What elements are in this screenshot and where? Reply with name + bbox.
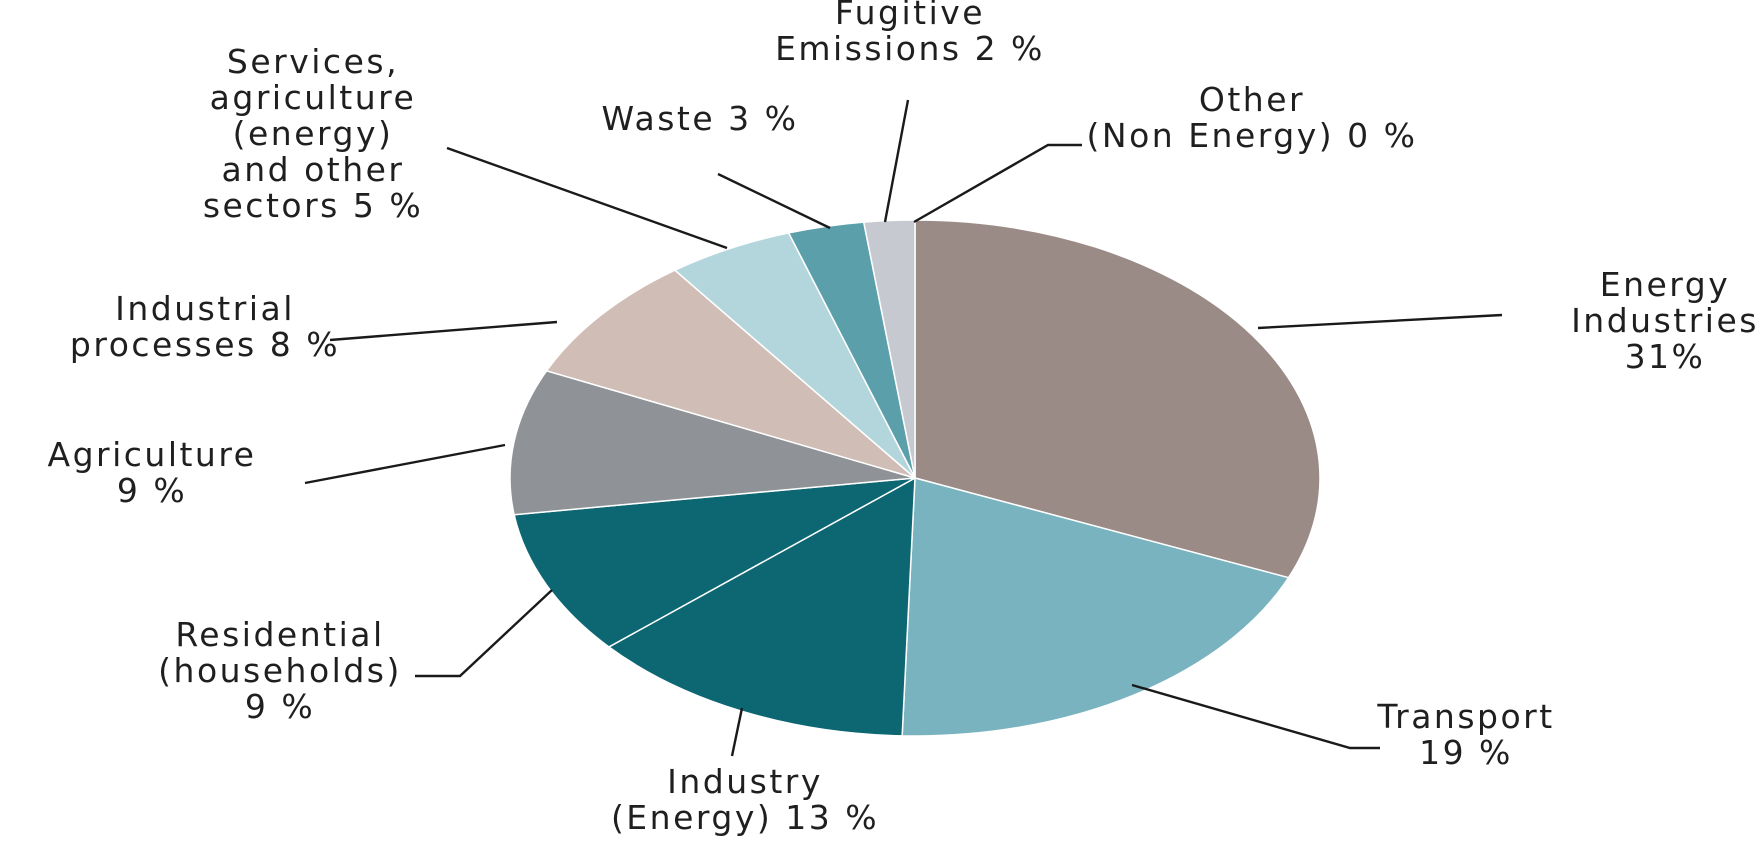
leader-line-fugitive-emissions — [883, 99, 910, 223]
data-label-industrial-processes: Industrial processes 8 % — [70, 289, 340, 364]
data-label-transport: Transport 19 % — [1376, 697, 1554, 772]
leader-line-residential-households — [415, 589, 553, 678]
pie-slice-residential-households — [513, 477, 916, 648]
leader-line-industrial-processes — [329, 320, 558, 342]
pie-slice-agriculture — [509, 369, 916, 516]
data-label-other-non-energy: Other (Non Energy) 0 % — [1087, 80, 1418, 155]
data-label-industry-energy: Industry (Energy) 13 % — [611, 762, 879, 837]
data-label-energy-industries: Energy Industries 31% — [1571, 265, 1756, 376]
leader-line-industry-energy — [730, 707, 744, 757]
leader-line-waste — [717, 172, 831, 230]
data-label-residential-households: Residential (households) 9 % — [158, 615, 402, 726]
pie-slice-energy-industries — [914, 219, 1321, 579]
leader-line-other-non-energy — [913, 143, 1082, 224]
leader-line-transport — [1131, 683, 1380, 750]
leader-line-services-agriculture-energy-and-other-sectors — [446, 146, 728, 250]
data-label-fugitive-emissions: Fugitive Emissions 2 % — [775, 0, 1045, 68]
leader-line-energy-industries — [1257, 313, 1503, 330]
data-label-services-agriculture-energy-and-other-sectors: Services, agriculture (energy) and other sec… — [203, 42, 423, 225]
pie-slice-industrial-processes — [545, 269, 916, 479]
leader-line-agriculture — [304, 443, 506, 485]
pie-slice-fugitive-emissions — [862, 219, 916, 479]
pie-slice-transport — [901, 477, 1290, 737]
data-label-agriculture: Agriculture 9 % — [48, 435, 257, 510]
data-label-waste: Waste 3 % — [601, 99, 798, 138]
